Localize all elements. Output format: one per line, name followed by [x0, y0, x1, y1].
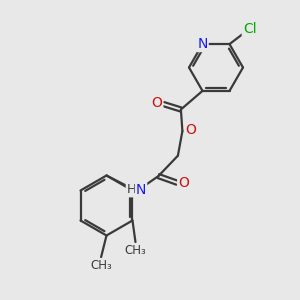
Text: O: O — [178, 176, 189, 190]
Text: O: O — [152, 96, 162, 110]
Text: N: N — [136, 183, 146, 197]
Text: CH₃: CH₃ — [124, 244, 146, 257]
Text: Cl: Cl — [243, 22, 256, 36]
Text: N: N — [197, 37, 208, 51]
Text: CH₃: CH₃ — [90, 259, 112, 272]
Text: H: H — [127, 183, 136, 196]
Text: O: O — [185, 123, 196, 137]
